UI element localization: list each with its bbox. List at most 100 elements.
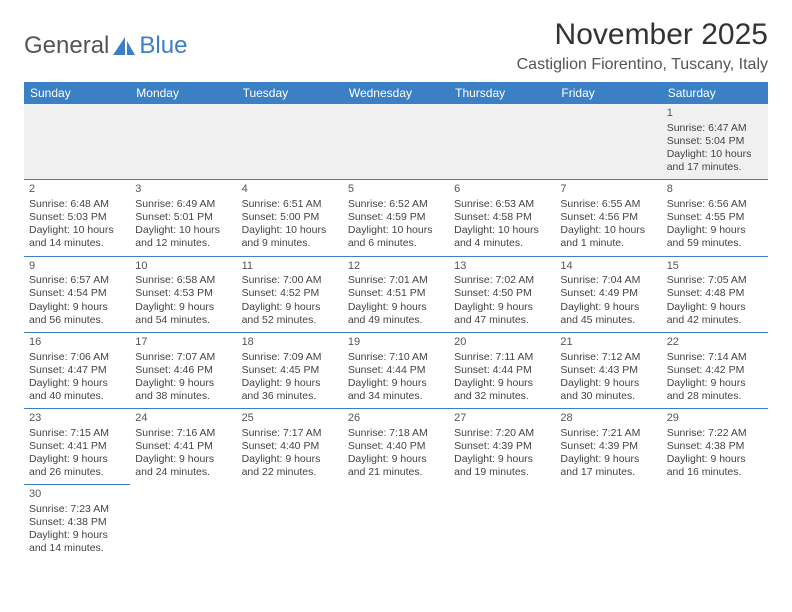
sunset-text: Sunset: 4:44 PM	[348, 364, 444, 377]
sunset-text: Sunset: 4:39 PM	[454, 440, 550, 453]
empty-cell	[343, 485, 449, 561]
sunset-text: Sunset: 4:47 PM	[29, 364, 125, 377]
sunrise-text: Sunrise: 7:17 AM	[242, 427, 338, 440]
day-cell: 25Sunrise: 7:17 AMSunset: 4:40 PMDayligh…	[237, 409, 343, 485]
sunset-text: Sunset: 4:43 PM	[560, 364, 656, 377]
sunrise-text: Sunrise: 7:18 AM	[348, 427, 444, 440]
day-cell: 14Sunrise: 7:04 AMSunset: 4:49 PMDayligh…	[555, 256, 661, 332]
sunrise-text: Sunrise: 6:49 AM	[135, 198, 231, 211]
daylight-text: Daylight: 9 hours and 56 minutes.	[29, 301, 125, 327]
column-header: Wednesday	[343, 82, 449, 104]
day-cell: 27Sunrise: 7:20 AMSunset: 4:39 PMDayligh…	[449, 409, 555, 485]
sunrise-text: Sunrise: 6:53 AM	[454, 198, 550, 211]
day-number: 4	[242, 183, 338, 197]
sunset-text: Sunset: 4:41 PM	[29, 440, 125, 453]
sunrise-text: Sunrise: 7:21 AM	[560, 427, 656, 440]
day-number: 28	[560, 412, 656, 426]
day-cell: 5Sunrise: 6:52 AMSunset: 4:59 PMDaylight…	[343, 180, 449, 256]
daylight-text: Daylight: 9 hours and 28 minutes.	[667, 377, 763, 403]
empty-cell	[555, 104, 661, 180]
sunset-text: Sunset: 4:45 PM	[242, 364, 338, 377]
day-cell: 23Sunrise: 7:15 AMSunset: 4:41 PMDayligh…	[24, 409, 130, 485]
day-number: 9	[29, 260, 125, 274]
sunrise-text: Sunrise: 7:16 AM	[135, 427, 231, 440]
daylight-text: Daylight: 9 hours and 17 minutes.	[560, 453, 656, 479]
day-number: 30	[29, 488, 125, 502]
daylight-text: Daylight: 9 hours and 19 minutes.	[454, 453, 550, 479]
day-cell: 15Sunrise: 7:05 AMSunset: 4:48 PMDayligh…	[662, 256, 768, 332]
day-number: 29	[667, 412, 763, 426]
location: Castiglion Fiorentino, Tuscany, Italy	[517, 56, 768, 74]
sunrise-text: Sunrise: 7:23 AM	[29, 503, 125, 516]
day-number: 1	[667, 107, 763, 121]
sunset-text: Sunset: 4:40 PM	[348, 440, 444, 453]
empty-cell	[343, 104, 449, 180]
day-cell: 7Sunrise: 6:55 AMSunset: 4:56 PMDaylight…	[555, 180, 661, 256]
daylight-text: Daylight: 9 hours and 45 minutes.	[560, 301, 656, 327]
sunrise-text: Sunrise: 7:15 AM	[29, 427, 125, 440]
day-cell: 8Sunrise: 6:56 AMSunset: 4:55 PMDaylight…	[662, 180, 768, 256]
title-block: November 2025 Castiglion Fiorentino, Tus…	[517, 18, 768, 74]
calendar-row: 30Sunrise: 7:23 AMSunset: 4:38 PMDayligh…	[24, 485, 768, 561]
daylight-text: Daylight: 9 hours and 47 minutes.	[454, 301, 550, 327]
daylight-text: Daylight: 9 hours and 42 minutes.	[667, 301, 763, 327]
day-number: 24	[135, 412, 231, 426]
sunset-text: Sunset: 4:52 PM	[242, 287, 338, 300]
day-cell: 28Sunrise: 7:21 AMSunset: 4:39 PMDayligh…	[555, 409, 661, 485]
day-number: 12	[348, 260, 444, 274]
sunrise-text: Sunrise: 7:04 AM	[560, 274, 656, 287]
day-number: 26	[348, 412, 444, 426]
day-cell: 18Sunrise: 7:09 AMSunset: 4:45 PMDayligh…	[237, 332, 343, 408]
daylight-text: Daylight: 9 hours and 14 minutes.	[29, 529, 125, 555]
day-cell: 11Sunrise: 7:00 AMSunset: 4:52 PMDayligh…	[237, 256, 343, 332]
sunrise-text: Sunrise: 7:22 AM	[667, 427, 763, 440]
column-header: Monday	[130, 82, 236, 104]
daylight-text: Daylight: 9 hours and 54 minutes.	[135, 301, 231, 327]
day-number: 18	[242, 336, 338, 350]
column-header: Tuesday	[237, 82, 343, 104]
sunrise-text: Sunrise: 7:12 AM	[560, 351, 656, 364]
column-header: Thursday	[449, 82, 555, 104]
empty-cell	[449, 104, 555, 180]
day-number: 15	[667, 260, 763, 274]
sunset-text: Sunset: 5:03 PM	[29, 211, 125, 224]
day-number: 21	[560, 336, 656, 350]
calendar-row: 23Sunrise: 7:15 AMSunset: 4:41 PMDayligh…	[24, 409, 768, 485]
day-number: 19	[348, 336, 444, 350]
sunrise-text: Sunrise: 7:09 AM	[242, 351, 338, 364]
sunset-text: Sunset: 4:56 PM	[560, 211, 656, 224]
day-cell: 19Sunrise: 7:10 AMSunset: 4:44 PMDayligh…	[343, 332, 449, 408]
sunset-text: Sunset: 4:54 PM	[29, 287, 125, 300]
daylight-text: Daylight: 9 hours and 24 minutes.	[135, 453, 231, 479]
daylight-text: Daylight: 9 hours and 26 minutes.	[29, 453, 125, 479]
day-number: 7	[560, 183, 656, 197]
sunset-text: Sunset: 4:38 PM	[29, 516, 125, 529]
empty-cell	[555, 485, 661, 561]
sunset-text: Sunset: 4:38 PM	[667, 440, 763, 453]
sunrise-text: Sunrise: 7:01 AM	[348, 274, 444, 287]
daylight-text: Daylight: 9 hours and 40 minutes.	[29, 377, 125, 403]
sunset-text: Sunset: 4:50 PM	[454, 287, 550, 300]
logo-text-1: General	[24, 32, 109, 60]
sunrise-text: Sunrise: 6:56 AM	[667, 198, 763, 211]
calendar-row: 1Sunrise: 6:47 AMSunset: 5:04 PMDaylight…	[24, 104, 768, 180]
day-number: 20	[454, 336, 550, 350]
daylight-text: Daylight: 10 hours and 4 minutes.	[454, 224, 550, 250]
day-cell: 17Sunrise: 7:07 AMSunset: 4:46 PMDayligh…	[130, 332, 236, 408]
empty-cell	[130, 104, 236, 180]
day-number: 17	[135, 336, 231, 350]
logo-sail-icon	[111, 35, 137, 57]
sunset-text: Sunset: 4:48 PM	[667, 287, 763, 300]
sunset-text: Sunset: 4:55 PM	[667, 211, 763, 224]
daylight-text: Daylight: 9 hours and 30 minutes.	[560, 377, 656, 403]
daylight-text: Daylight: 9 hours and 49 minutes.	[348, 301, 444, 327]
daylight-text: Daylight: 9 hours and 22 minutes.	[242, 453, 338, 479]
empty-cell	[24, 104, 130, 180]
daylight-text: Daylight: 9 hours and 59 minutes.	[667, 224, 763, 250]
empty-cell	[449, 485, 555, 561]
daylight-text: Daylight: 10 hours and 6 minutes.	[348, 224, 444, 250]
day-cell: 22Sunrise: 7:14 AMSunset: 4:42 PMDayligh…	[662, 332, 768, 408]
day-cell: 30Sunrise: 7:23 AMSunset: 4:38 PMDayligh…	[24, 485, 130, 561]
daylight-text: Daylight: 9 hours and 34 minutes.	[348, 377, 444, 403]
calendar-row: 2Sunrise: 6:48 AMSunset: 5:03 PMDaylight…	[24, 180, 768, 256]
